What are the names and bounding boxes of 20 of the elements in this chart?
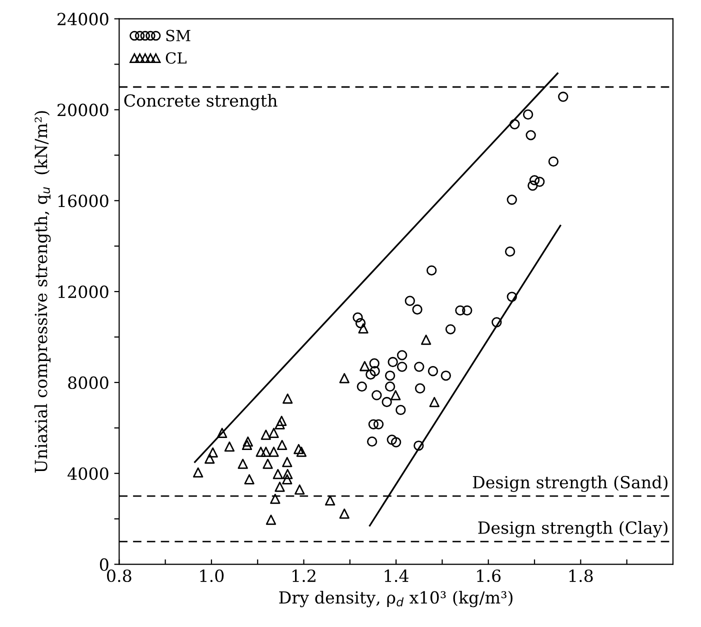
y-tick-label: 24000	[58, 12, 108, 26]
y-tick-label: 12000	[58, 286, 108, 298]
legend-label: CL	[166, 52, 186, 64]
x-tick-label: 1.4	[384, 569, 408, 582]
x-tick-label: 1.2	[292, 569, 316, 582]
ref-line-label: Design strength (Sand)	[472, 476, 668, 492]
ref-line-label: Concrete strength	[124, 94, 278, 110]
x-tick-label: 1.6	[477, 569, 501, 582]
y-tick-label: 16000	[58, 194, 108, 208]
x-tick-label: 0.8	[107, 569, 132, 582]
y-tick-label: 0	[100, 558, 108, 571]
x-axis-title: Dry density, ρ$_{d}$ x10³ (kg/m³)	[279, 590, 512, 608]
x-tick-label: 1.8	[569, 569, 593, 582]
legend-label: SM	[166, 30, 190, 42]
ref-line-label: Design strength (Clay)	[478, 521, 668, 538]
x-tick-label: 1.0	[200, 569, 224, 582]
y-tick-label: 4000	[68, 467, 108, 480]
y-tick-label: 20000	[58, 104, 108, 116]
y-axis-title: Uniaxial compressive strength, q$_{u}$ (kN/m²)	[34, 111, 51, 473]
y-tick-label: 8000	[68, 376, 108, 390]
